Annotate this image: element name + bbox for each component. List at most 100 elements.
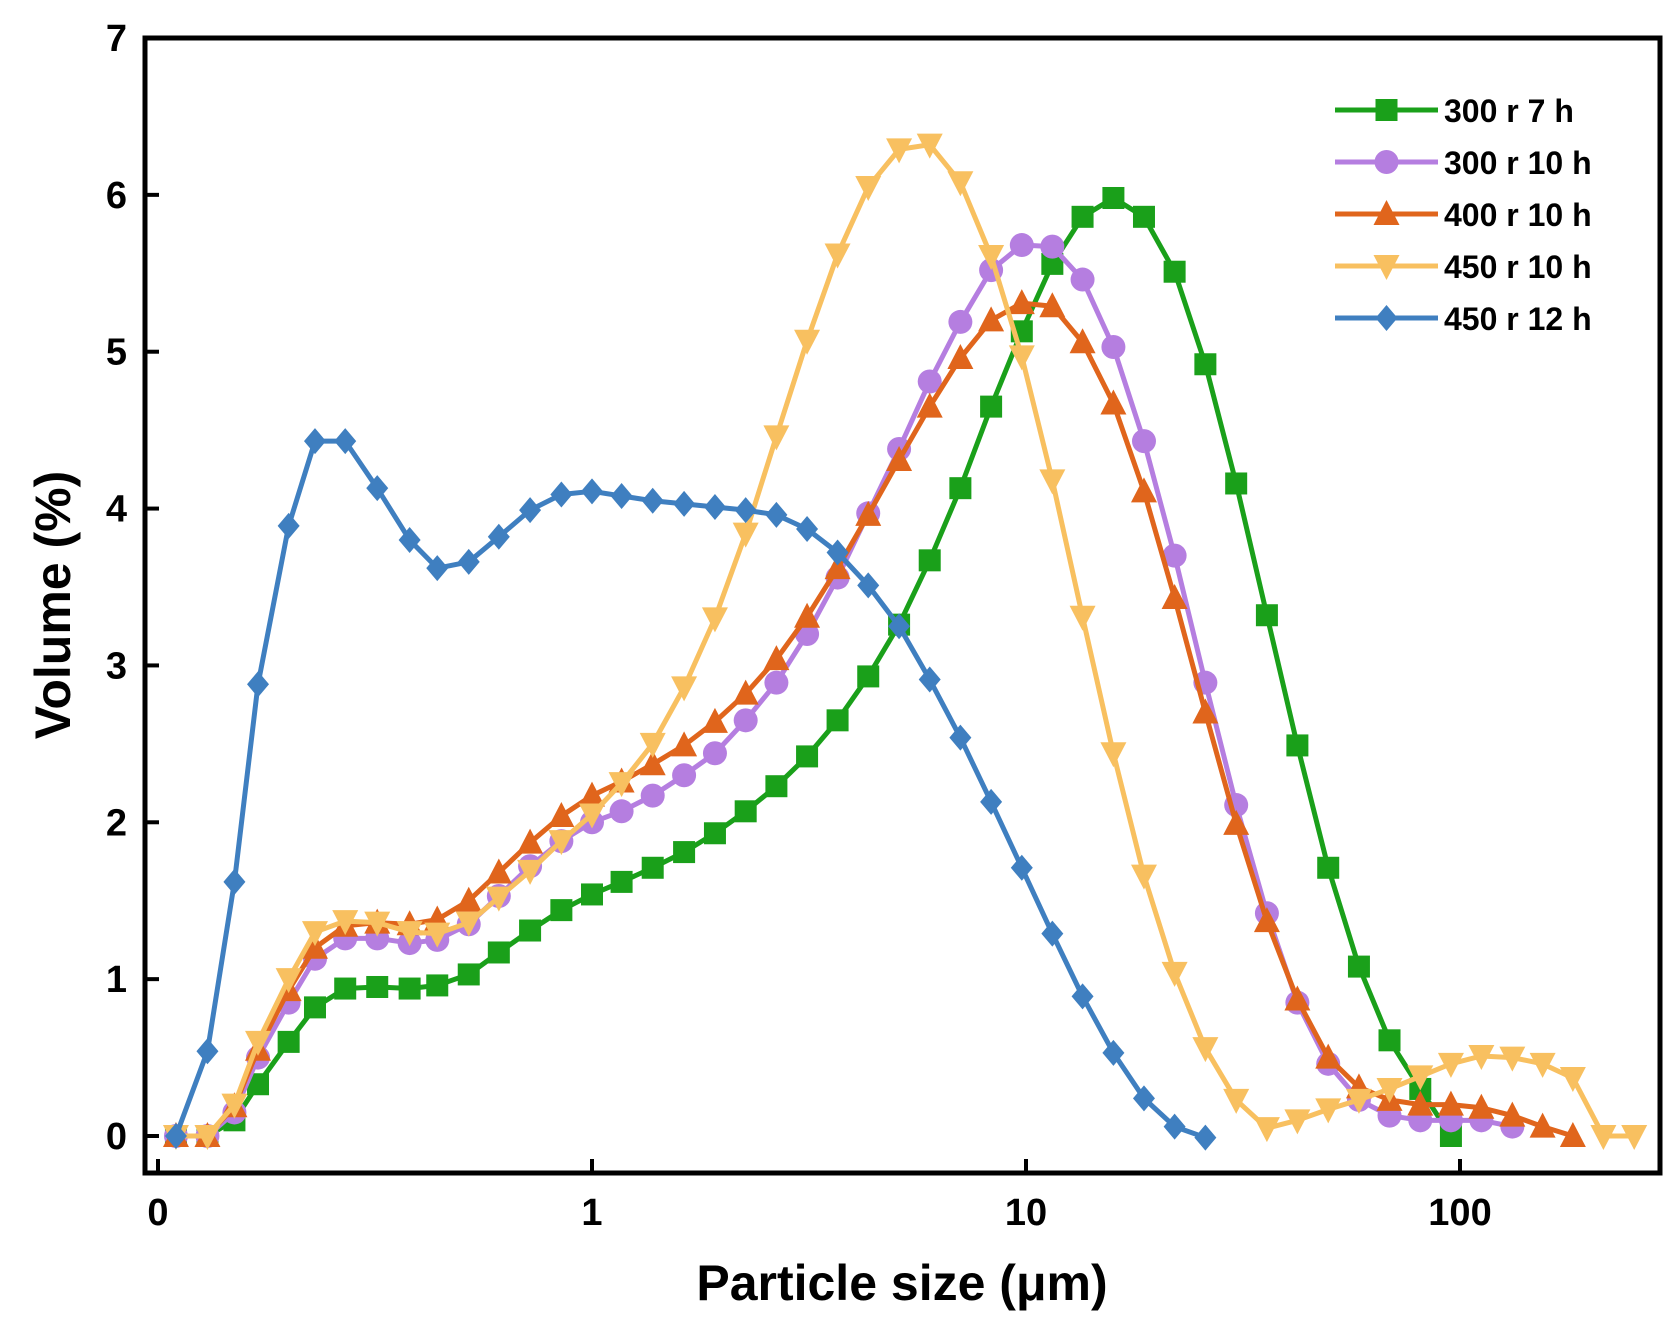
data-point — [1008, 345, 1035, 371]
y-axis-title: Volume (%) — [25, 471, 81, 740]
x-axis-title: Particle size (μm) — [696, 1255, 1107, 1311]
data-point — [980, 395, 1003, 418]
data-point — [1499, 1101, 1526, 1127]
data-point — [1315, 1098, 1342, 1124]
data-point — [855, 176, 882, 202]
data-point — [1559, 1066, 1586, 1092]
data-point — [1315, 1043, 1342, 1069]
data-point — [1407, 1090, 1434, 1116]
data-point — [1437, 1052, 1464, 1078]
data-point — [764, 670, 789, 695]
data-point — [886, 138, 913, 164]
data-point — [763, 425, 790, 451]
data-point — [824, 554, 851, 580]
y-tick-label: 4 — [106, 489, 127, 531]
data-point — [826, 709, 849, 732]
data-point — [1194, 353, 1217, 376]
data-point — [1100, 389, 1127, 415]
data-point — [424, 922, 451, 948]
legend-marker — [1374, 150, 1399, 174]
data-point — [247, 671, 270, 698]
data-point — [610, 483, 633, 510]
data-point — [1286, 734, 1309, 757]
data-point — [1163, 1113, 1186, 1140]
data-point — [550, 481, 573, 508]
data-point — [1223, 809, 1250, 835]
data-point — [1041, 252, 1064, 275]
data-point — [1284, 1109, 1311, 1135]
data-point — [194, 1125, 221, 1150]
data-point — [1621, 1125, 1648, 1150]
y-tick-label: 2 — [106, 802, 127, 844]
legend-label: 300 r 7 h — [1444, 93, 1574, 129]
data-point — [1345, 1088, 1372, 1114]
data-point — [1253, 907, 1280, 933]
y-tick-label: 0 — [106, 1116, 127, 1158]
data-point — [796, 515, 819, 542]
data-point — [610, 870, 633, 893]
x-tick-label: 10 — [1005, 1192, 1047, 1234]
data-point — [221, 1093, 248, 1119]
data-point — [1040, 234, 1065, 259]
data-point — [765, 501, 788, 528]
data-point — [949, 724, 972, 751]
data-point — [978, 306, 1005, 332]
data-point — [673, 841, 696, 864]
data-point — [1132, 205, 1155, 228]
data-point — [517, 859, 544, 885]
data-point — [1039, 469, 1066, 495]
data-point — [765, 775, 788, 798]
data-point — [1009, 233, 1034, 258]
data-point — [1162, 543, 1187, 568]
data-point — [857, 665, 880, 688]
data-point — [1468, 1045, 1495, 1071]
data-point — [1130, 864, 1157, 890]
series-450-r-10-h — [162, 133, 1648, 1150]
data-point — [948, 309, 973, 334]
data-point — [734, 800, 757, 823]
data-point — [301, 933, 328, 959]
data-point — [1407, 1065, 1434, 1091]
data-point — [1069, 605, 1096, 631]
data-point — [703, 494, 726, 521]
data-point — [457, 963, 480, 986]
data-point — [1255, 604, 1278, 627]
data-point — [366, 475, 389, 502]
data-point — [398, 977, 421, 1000]
data-point — [1529, 1112, 1556, 1138]
data-point — [1071, 205, 1094, 228]
data-point — [794, 329, 821, 355]
data-point — [640, 783, 665, 808]
data-point — [275, 968, 302, 994]
data-point — [855, 500, 882, 526]
data-point — [579, 803, 605, 829]
legend-marker — [1373, 255, 1400, 280]
data-point — [277, 512, 300, 539]
data-point — [1132, 1085, 1155, 1112]
data-point — [1192, 698, 1219, 724]
data-point — [701, 707, 728, 733]
data-point — [794, 602, 821, 628]
plot-area — [142, 35, 1663, 1176]
data-point — [366, 975, 389, 998]
data-point — [1376, 1077, 1403, 1103]
data-point — [980, 788, 1003, 815]
data-point — [1253, 1117, 1280, 1143]
data-point — [245, 1030, 272, 1056]
data-point — [396, 921, 423, 947]
data-point — [1131, 429, 1156, 454]
data-point — [888, 613, 911, 640]
data-point — [332, 910, 359, 936]
data-point — [1041, 920, 1064, 947]
data-point — [732, 679, 759, 705]
data-point — [1100, 742, 1127, 768]
data-point — [579, 781, 605, 807]
legend-marker — [1375, 305, 1398, 331]
data-point — [1529, 1052, 1556, 1078]
data-point — [886, 445, 913, 471]
data-point — [548, 830, 575, 856]
y-tick-label: 5 — [106, 332, 127, 374]
data-point — [1102, 186, 1125, 209]
data-point — [1008, 289, 1035, 315]
